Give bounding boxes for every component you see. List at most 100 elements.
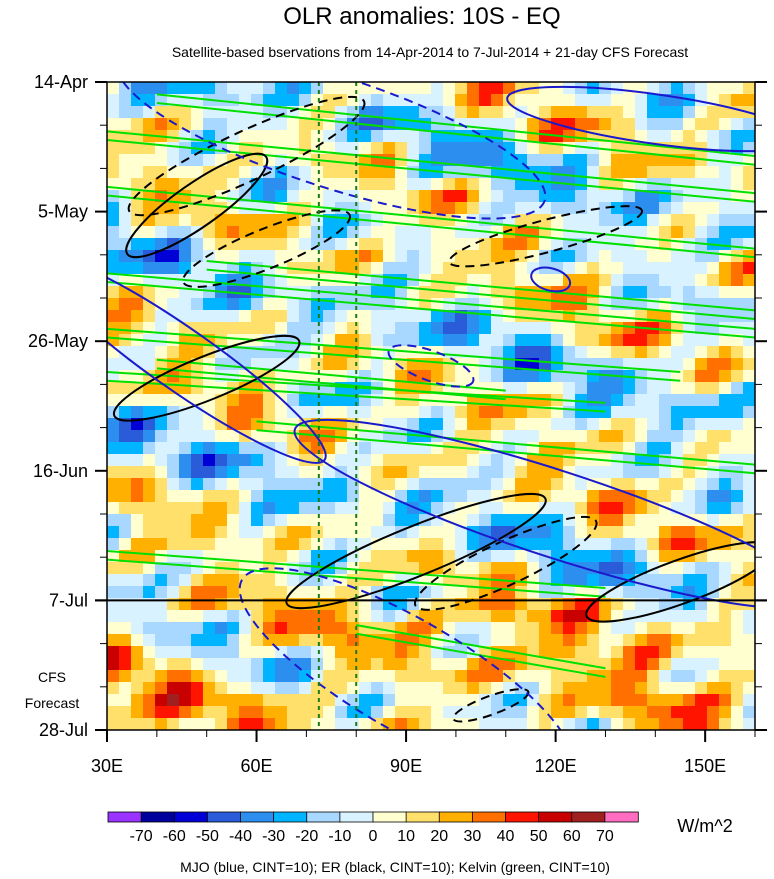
heat-cell bbox=[239, 298, 252, 311]
heat-cell bbox=[599, 382, 612, 395]
heat-cell bbox=[455, 142, 468, 155]
heat-cell bbox=[383, 358, 396, 371]
heat-cell bbox=[479, 490, 492, 503]
heat-cell bbox=[635, 214, 648, 227]
heat-cell bbox=[659, 298, 672, 311]
heat-cell bbox=[539, 610, 552, 623]
heat-cell bbox=[347, 646, 360, 659]
heat-cell bbox=[647, 430, 660, 443]
heat-cell bbox=[467, 682, 480, 695]
heat-cell bbox=[179, 718, 192, 730]
heat-cell bbox=[383, 250, 396, 263]
heat-cell bbox=[395, 670, 408, 683]
heat-cell bbox=[539, 334, 552, 347]
heat-cell bbox=[215, 514, 228, 527]
heat-cell bbox=[119, 706, 132, 719]
heat-cell bbox=[539, 406, 552, 419]
kelvin-contour bbox=[107, 130, 755, 195]
heat-cell bbox=[383, 406, 396, 419]
heat-cell bbox=[503, 370, 516, 383]
heat-cell bbox=[263, 622, 276, 635]
heat-cell bbox=[383, 82, 396, 95]
heat-cell bbox=[239, 526, 252, 539]
heat-cell bbox=[479, 574, 492, 587]
heat-cell bbox=[395, 646, 408, 659]
heat-cell bbox=[647, 526, 660, 539]
heat-cell bbox=[131, 514, 144, 527]
heat-cell bbox=[743, 526, 755, 539]
heat-cell bbox=[575, 274, 588, 287]
heat-cell bbox=[143, 694, 156, 707]
colorbar-label: -30 bbox=[262, 828, 285, 845]
heat-cell bbox=[443, 238, 456, 251]
heat-cell bbox=[191, 466, 204, 479]
heat-cell bbox=[347, 694, 360, 707]
heat-cell bbox=[491, 418, 504, 431]
heat-cell bbox=[419, 94, 432, 107]
heat-cell bbox=[443, 610, 456, 623]
heat-cell bbox=[503, 346, 516, 359]
heat-cell bbox=[491, 610, 504, 623]
heat-cell bbox=[563, 154, 576, 167]
heat-cell bbox=[479, 154, 492, 167]
heat-cell bbox=[299, 682, 312, 695]
heat-cell bbox=[623, 442, 636, 455]
heat-cell bbox=[599, 646, 612, 659]
heat-cell bbox=[515, 190, 528, 203]
heat-cell bbox=[731, 274, 744, 287]
heat-cell bbox=[455, 202, 468, 215]
heat-cell bbox=[455, 94, 468, 107]
heat-cell bbox=[131, 526, 144, 539]
heat-cell bbox=[143, 358, 156, 371]
heat-cell bbox=[647, 214, 660, 227]
heat-cell bbox=[215, 250, 228, 263]
heat-cell bbox=[611, 358, 624, 371]
heat-cell bbox=[731, 394, 744, 407]
heat-cell bbox=[335, 490, 348, 503]
heat-cell bbox=[251, 382, 264, 395]
heat-cell bbox=[467, 706, 480, 719]
heat-cell bbox=[491, 358, 504, 371]
heat-cell bbox=[599, 238, 612, 251]
heat-cell bbox=[371, 310, 384, 323]
heat-cell bbox=[407, 526, 420, 539]
heat-cell bbox=[707, 274, 720, 287]
heat-cell bbox=[143, 550, 156, 563]
heat-cell bbox=[323, 370, 336, 383]
heat-cell bbox=[491, 262, 504, 275]
heat-cell bbox=[527, 346, 540, 359]
heat-cell bbox=[275, 574, 288, 587]
heat-cell bbox=[647, 202, 660, 215]
heat-cell bbox=[203, 286, 216, 299]
heat-cell bbox=[347, 430, 360, 443]
heat-cell bbox=[695, 274, 708, 287]
heat-cell bbox=[179, 610, 192, 623]
heat-cell bbox=[119, 610, 132, 623]
heat-cell bbox=[515, 262, 528, 275]
heat-cell bbox=[647, 262, 660, 275]
heat-cell bbox=[359, 142, 372, 155]
heat-cell bbox=[431, 586, 444, 599]
heat-cell bbox=[215, 634, 228, 647]
heat-cell bbox=[371, 94, 384, 107]
heat-cell bbox=[371, 406, 384, 419]
heat-cell bbox=[551, 154, 564, 167]
heat-cell bbox=[527, 514, 540, 527]
heat-cell bbox=[143, 490, 156, 503]
heat-cell bbox=[479, 322, 492, 335]
heat-cell bbox=[503, 94, 516, 107]
heat-cell bbox=[203, 586, 216, 599]
heat-cell bbox=[623, 106, 636, 119]
heat-cell bbox=[359, 262, 372, 275]
heat-cell bbox=[491, 82, 504, 95]
heat-cell bbox=[395, 226, 408, 239]
heat-cell bbox=[707, 286, 720, 299]
heat-cell bbox=[683, 226, 696, 239]
heat-cell bbox=[683, 466, 696, 479]
heat-cell bbox=[695, 94, 708, 107]
heat-cell bbox=[395, 238, 408, 251]
heat-cell bbox=[491, 550, 504, 563]
heat-cell bbox=[395, 106, 408, 119]
heat-cell bbox=[383, 454, 396, 467]
heat-cell bbox=[371, 646, 384, 659]
